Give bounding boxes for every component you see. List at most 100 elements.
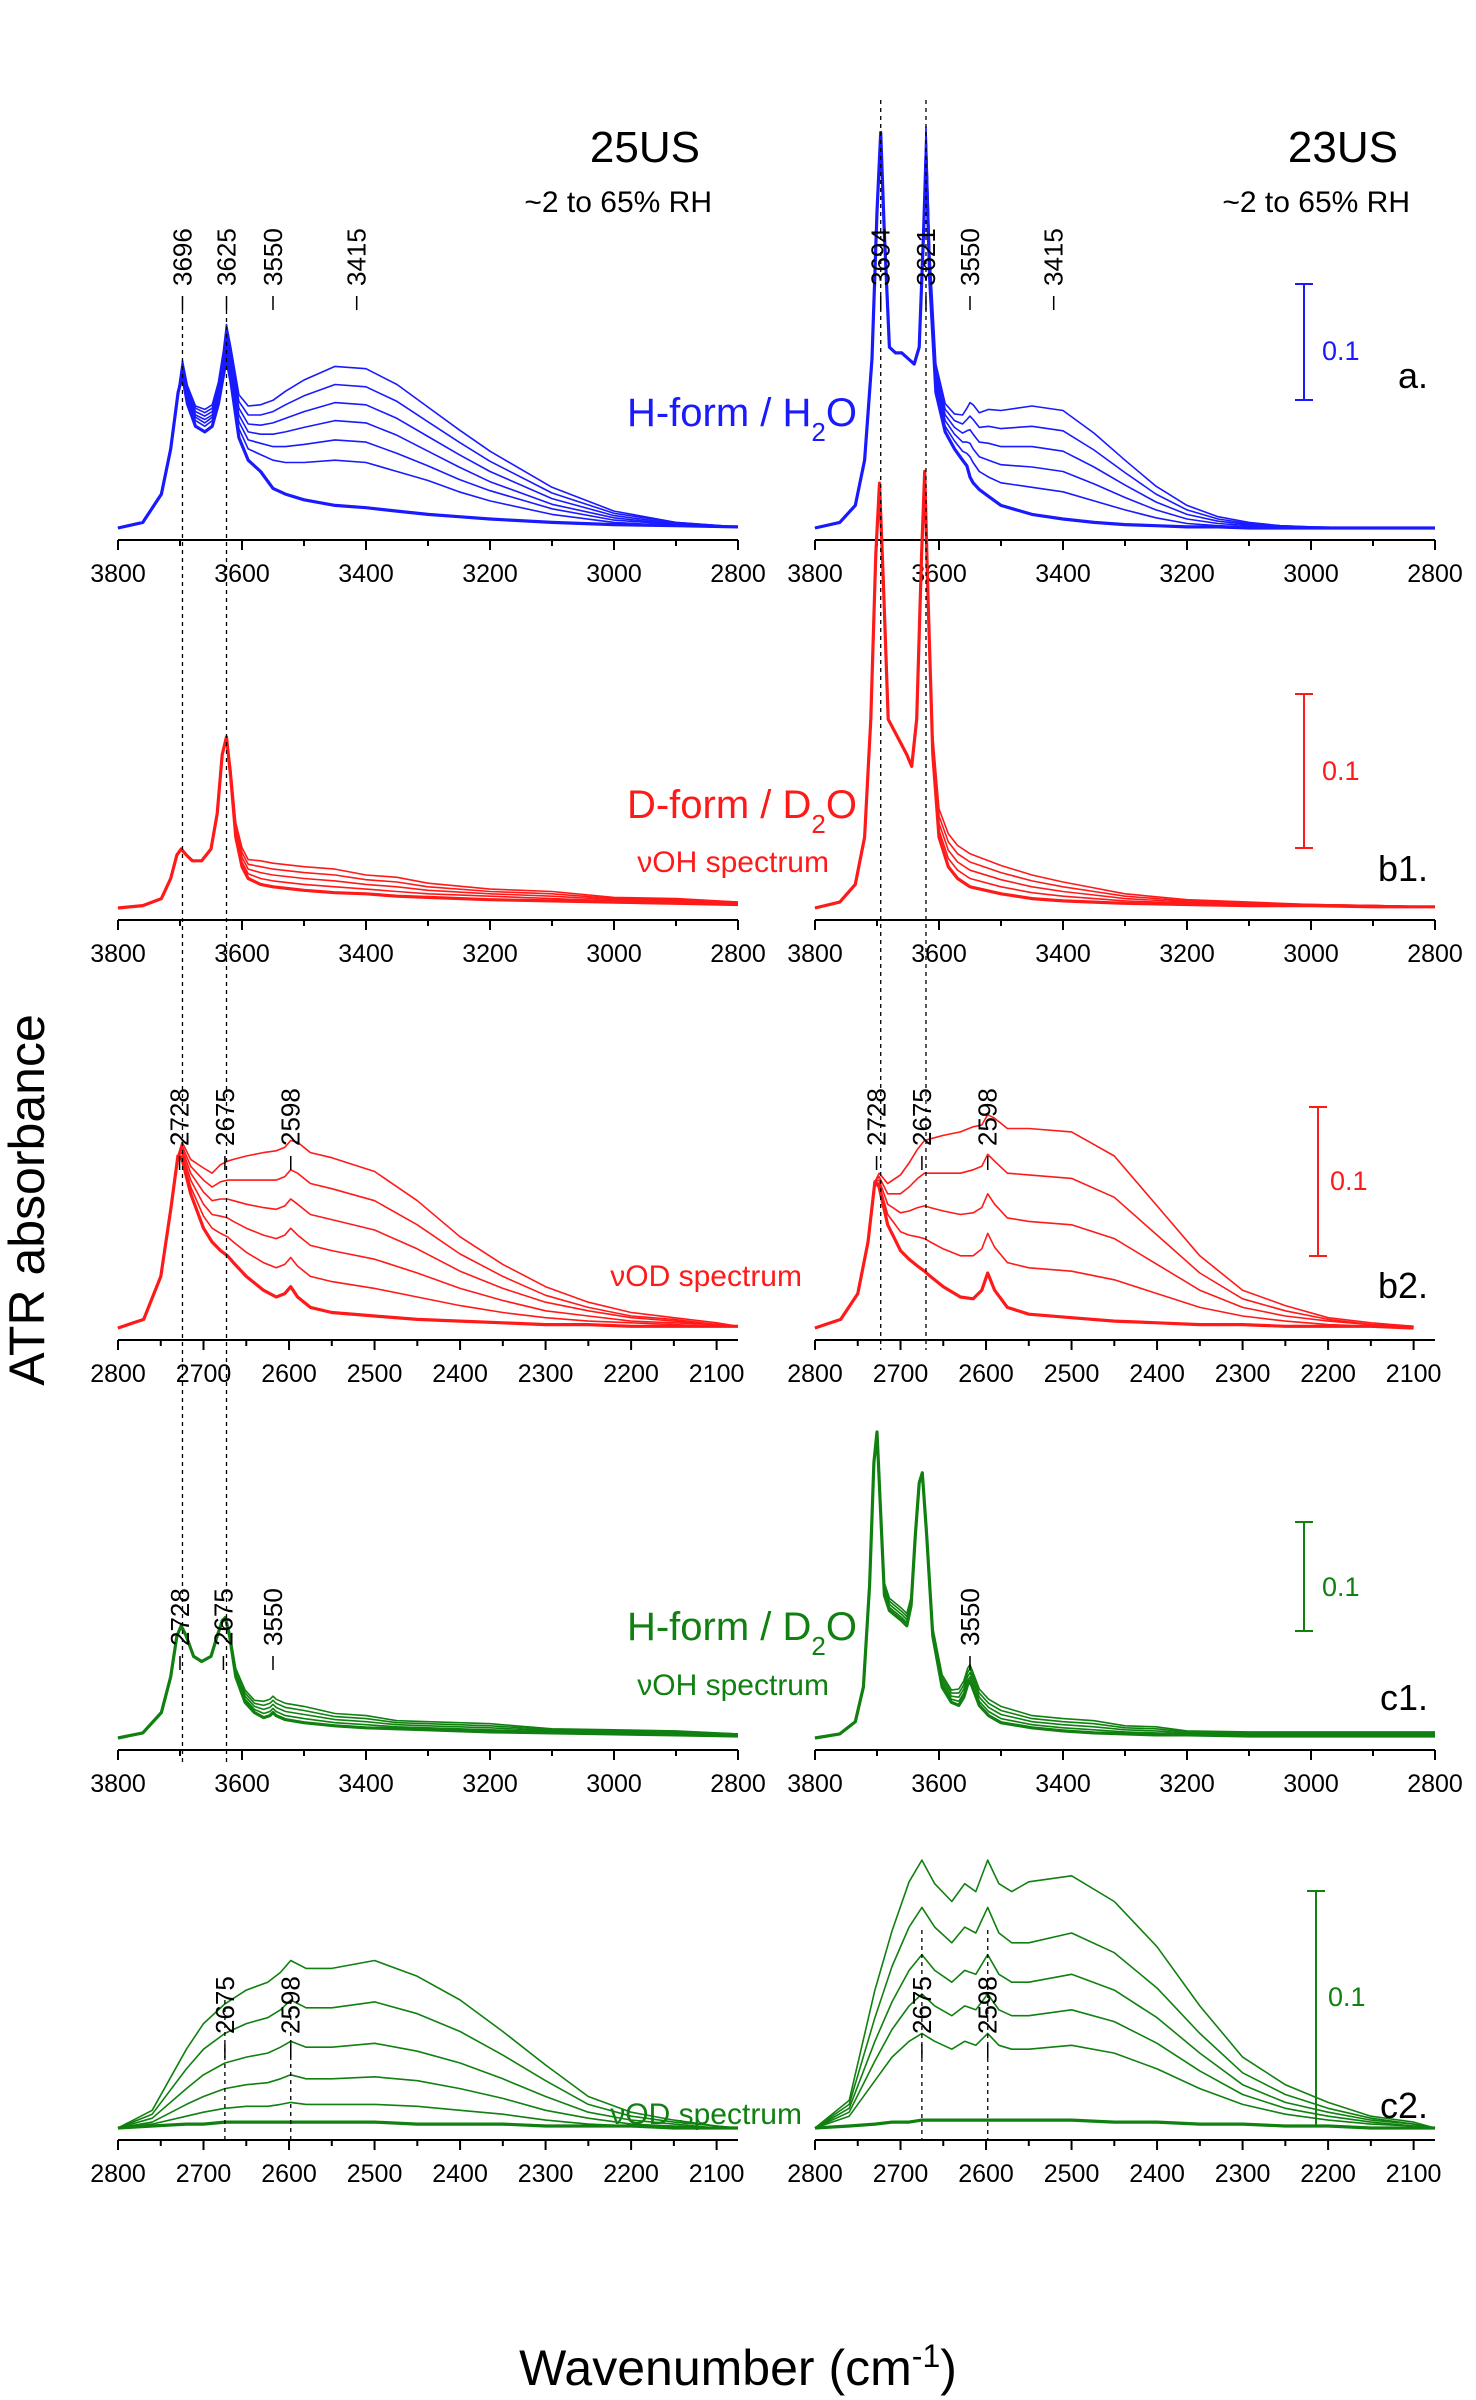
x-tick-label: 2800 — [710, 560, 766, 588]
peak-label: 2728 — [862, 1088, 892, 1146]
series-line — [117, 1616, 739, 1739]
x-axis-title-sup: -1 — [912, 2338, 940, 2374]
scale-bar-label: 0.1 — [1330, 1166, 1368, 1196]
x-tick-label: 2200 — [603, 1360, 659, 1388]
subplot-c1-right: 3800 3600 3400 3200 3000 2800 3550 — [787, 1430, 1463, 1798]
x-tick-label: 3800 — [787, 560, 843, 588]
x-tick-label: 2800 — [710, 940, 766, 968]
series-line — [814, 1181, 1414, 1329]
x-tick-label: 3000 — [586, 560, 642, 588]
x-tick-label: 2400 — [432, 1360, 488, 1388]
peak-label: 3625 — [212, 228, 242, 286]
x-tick-label: 2800 — [1407, 1770, 1463, 1798]
x-tick-label: 2400 — [1129, 1360, 1185, 1388]
x-tick-label: 2400 — [1129, 2160, 1185, 2188]
x-tick-label: 3600 — [214, 940, 270, 968]
panel-title-sub: 2 — [811, 1631, 825, 1661]
series-line — [814, 126, 1435, 529]
panel-b2: 2800 2700 2600 2500 2400 2300 2200 2100 2728 2675… — [90, 1088, 1441, 1388]
panel-label: a. — [1398, 355, 1428, 396]
x-tick-label: 2600 — [261, 1360, 317, 1388]
panel-label: c2. — [1380, 2085, 1428, 2126]
panel-title-sub: 2 — [811, 417, 825, 447]
x-tick-label: 3000 — [586, 940, 642, 968]
x-tick-label: 3800 — [787, 1770, 843, 1798]
scale-bar-label: 0.1 — [1322, 756, 1360, 786]
x-tick-label: 2100 — [689, 2160, 745, 2188]
peak-label: 3550 — [955, 228, 985, 286]
column-title-left: 25US — [590, 123, 700, 172]
x-axis-title-main: Wavenumber (cm — [519, 2340, 912, 2396]
x-tick-label: 2200 — [1300, 1360, 1356, 1388]
series-line — [814, 2118, 1435, 2130]
series-line — [117, 736, 739, 909]
x-tick-label: 3400 — [338, 560, 394, 588]
subplot-c1-left: 3800 3600 3400 3200 3000 2800 2728 2675 3550 — [90, 1588, 766, 1798]
x-tick-label: 3200 — [1159, 1770, 1215, 1798]
series-line — [814, 1431, 1435, 1739]
x-tick-label: 2800 — [710, 1770, 766, 1798]
x-tick-label: 3400 — [1035, 1770, 1091, 1798]
x-tick-label: 3200 — [462, 940, 518, 968]
series-line — [814, 1113, 1414, 1329]
series-line — [814, 1179, 1414, 1329]
column-rh-right: ~2 to 65% RH — [1222, 186, 1410, 219]
subplot-b2-left: 2800 2700 2600 2500 2400 2300 2200 2100 2728 2675… — [90, 1088, 744, 1388]
peak-label: 2598 — [973, 1088, 1003, 1146]
x-tick-label: 3800 — [90, 1770, 146, 1798]
x-tick-label: 2100 — [689, 1360, 745, 1388]
x-tick-label: 2500 — [1044, 2160, 1100, 2188]
x-tick-label: 2100 — [1386, 1360, 1442, 1388]
x-tick-label: 2800 — [90, 2160, 146, 2188]
panel-title-main: D-form / D — [627, 783, 811, 827]
panel-title-main: H-form / D — [627, 1605, 811, 1649]
x-tick-label: 3200 — [1159, 560, 1215, 588]
scale-bar-label: 0.1 — [1322, 336, 1360, 366]
peak-label: 2728 — [165, 1088, 195, 1146]
peak-label: 3696 — [167, 228, 197, 286]
panel-label: b2. — [1378, 1265, 1428, 1306]
panel-subtitle: νOH spectrum — [637, 1669, 829, 1702]
x-tick-label: 3600 — [214, 1770, 270, 1798]
x-tick-label: 2300 — [518, 2160, 574, 2188]
x-tick-label: 3800 — [90, 940, 146, 968]
x-tick-label: 3800 — [90, 560, 146, 588]
series-line — [117, 1151, 739, 1329]
series-line — [117, 1139, 739, 1329]
scale-bar-label: 0.1 — [1322, 1572, 1360, 1602]
column-title-right: 23US — [1288, 123, 1398, 172]
panel-title-tail: O — [826, 783, 857, 827]
series-line — [814, 1953, 1436, 2129]
subplot-b1-right: 3800 3600 3400 3200 3000 2800 — [787, 469, 1463, 968]
x-tick-label: 2700 — [873, 1360, 929, 1388]
x-tick-label: 2800 — [787, 1360, 843, 1388]
x-tick-label: 3800 — [787, 940, 843, 968]
x-tick-label: 3400 — [338, 1770, 394, 1798]
x-tick-label: 2300 — [1215, 2160, 1271, 2188]
panel-title-main: H-form / H — [627, 391, 811, 435]
series-line — [117, 1155, 738, 1329]
x-axis-title-close: ) — [940, 2340, 957, 2396]
peak-label: 3550 — [258, 1588, 288, 1646]
x-tick-label: 2100 — [1386, 2160, 1442, 2188]
peak-guide-lines — [181, 100, 989, 2140]
x-tick-label: 2800 — [1407, 940, 1463, 968]
panel-title-tail: O — [826, 1605, 857, 1649]
peak-label: 2675 — [210, 1088, 240, 1146]
x-tick-label: 2200 — [603, 2160, 659, 2188]
series-line — [117, 2040, 738, 2129]
x-tick-label: 2600 — [261, 2160, 317, 2188]
panel-label: b1. — [1378, 848, 1428, 889]
peak-label: 2598 — [276, 1088, 306, 1146]
scale-bar-label: 0.1 — [1328, 1982, 1366, 2012]
x-tick-label: 2700 — [176, 2160, 232, 2188]
x-tick-label: 2600 — [958, 1360, 1014, 1388]
series-line — [814, 1180, 1414, 1330]
panel-subtitle: νOD spectrum — [610, 2098, 802, 2131]
x-tick-label: 3600 — [911, 940, 967, 968]
peak-label: 3415 — [1039, 228, 1069, 286]
x-tick-label: 3200 — [462, 1770, 518, 1798]
x-tick-label: 2500 — [1044, 1360, 1100, 1388]
x-tick-label: 3000 — [586, 1770, 642, 1798]
